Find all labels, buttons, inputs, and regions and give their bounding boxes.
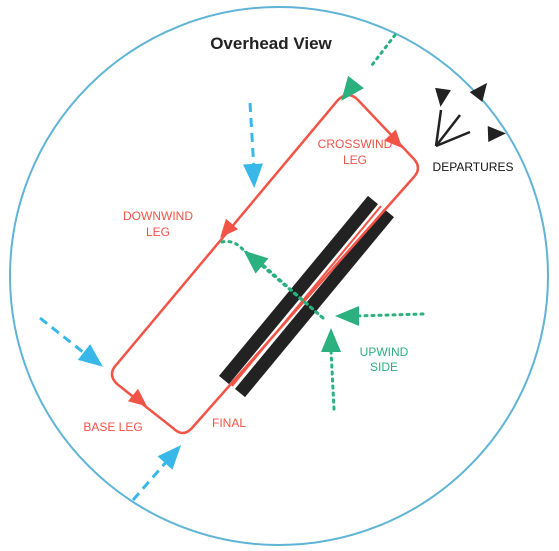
- downwind-label-line1: DOWNWIND: [123, 209, 193, 223]
- base-entry-line: [39, 316, 89, 358]
- entry-arrowheads: [77, 163, 263, 470]
- runway-strip-left: [218, 195, 379, 385]
- runway: [218, 195, 395, 398]
- crosswind-label-line1: CROSSWIND: [318, 137, 393, 151]
- upwind-diagonal: [253, 256, 325, 320]
- downwind-entry-arrowhead: [243, 163, 263, 188]
- departures-label: DEPARTURES: [433, 160, 514, 174]
- upwind-diagonal-arrowhead: [243, 250, 269, 274]
- upwind-label-line2: SIDE: [370, 360, 398, 374]
- departures-icon: [434, 82, 506, 148]
- crosswind-entry-line: [370, 33, 397, 67]
- upwind-right-line: [353, 312, 425, 318]
- diagram-title: Overhead View: [210, 34, 332, 53]
- base-entry-arrowhead: [77, 344, 103, 367]
- downwind-arrowhead: [220, 218, 239, 238]
- upwind-arrowheads: [243, 75, 364, 352]
- crosswind-arrowhead: [384, 129, 403, 149]
- runway-strip-right: [234, 208, 395, 398]
- downwind-label-line2: LEG: [146, 225, 170, 239]
- base-arrowhead: [127, 388, 147, 407]
- upwind-arrows: [220, 33, 425, 411]
- entry-arrows: [39, 102, 256, 501]
- final-entry-line: [131, 460, 169, 501]
- traffic-pattern: [110, 93, 420, 435]
- upwind-bottom-arrowhead: [321, 328, 341, 352]
- crosswind-entry-arrowhead: [341, 75, 364, 101]
- upwind-departure-curve: [220, 240, 325, 320]
- upwind-right-arrowhead: [335, 306, 359, 326]
- boundary-circle: [9, 6, 549, 546]
- pattern-arrows: [127, 129, 403, 407]
- upwind-label-line1: UPWIND: [360, 345, 409, 359]
- upwind-bottom-line: [329, 348, 336, 411]
- final-label: FINAL: [212, 416, 246, 430]
- downwind-entry-line: [248, 102, 256, 171]
- crosswind-label-line2: LEG: [343, 153, 367, 167]
- final-entry-arrowhead: [157, 445, 182, 470]
- base-leg-label: BASE LEG: [83, 420, 142, 434]
